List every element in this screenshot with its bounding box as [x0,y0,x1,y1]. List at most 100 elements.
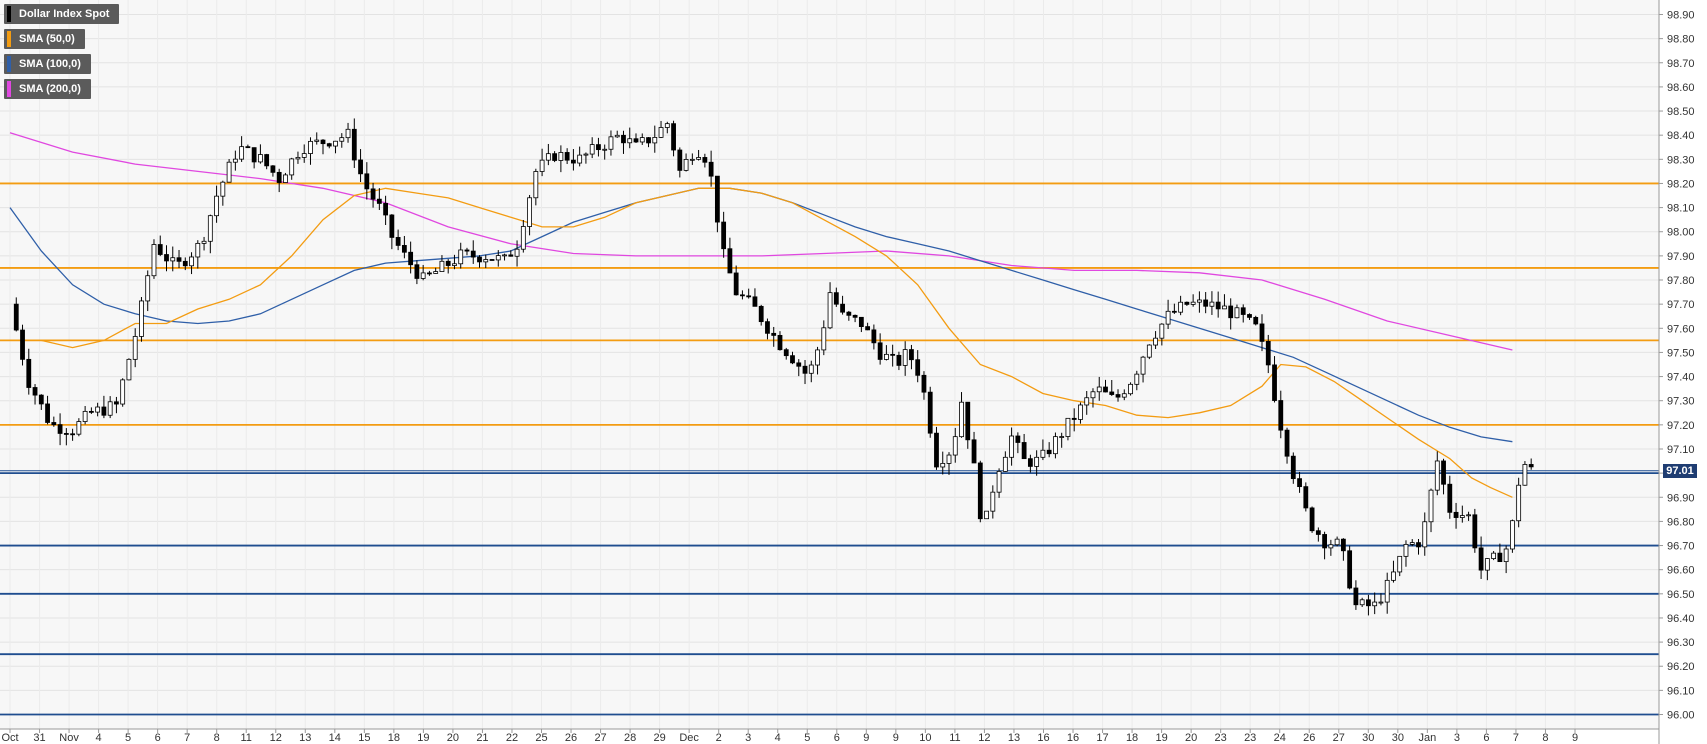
candle-down [477,256,482,263]
candle-up [439,260,445,272]
time-tick-label: 13 [299,732,311,744]
candle-down [51,422,57,426]
legend-price-label: Dollar Index Spot [19,8,110,20]
candle-up [821,327,827,351]
candle-down [13,303,19,331]
candle-up [314,139,320,142]
candle-down [708,161,714,177]
legend-sma50[interactable]: SMA (50,0) [4,29,85,49]
legend-price[interactable]: Dollar Index Spot [4,4,120,24]
candle-up [589,144,595,155]
candle-down [251,147,257,163]
time-tick-label: 9 [893,732,899,744]
candle-up [1234,307,1240,319]
candle-up [1034,456,1040,467]
time-tick-label: 31 [33,732,45,744]
candle-up [952,436,958,456]
candle-up [151,244,157,277]
candle-down [264,154,270,167]
candle-up [1165,310,1171,325]
candle-down [865,326,871,331]
time-tick-label: 17 [1096,732,1108,744]
candle-down [176,257,182,262]
plot-background [0,0,1659,729]
sma50-line [10,187,1513,498]
candle-down [1303,486,1309,509]
price-tick-label: 98.60 [1667,82,1695,94]
candle-down [1309,507,1315,532]
time-tick-label: 11 [241,732,252,744]
candle-down [802,365,808,374]
legend-sma200[interactable]: SMA (200,0) [4,79,91,99]
candle-down [364,173,370,190]
candle-down [840,303,845,313]
price-tick-label: 96.60 [1667,565,1695,577]
candle-down [1284,429,1290,457]
candle-up [558,152,564,161]
candle-up [195,242,201,258]
price-tick-label: 97.60 [1667,323,1695,335]
candle-up [990,491,996,512]
time-tick-label: 6 [155,732,161,744]
candle-down [890,353,896,356]
candle-up [1503,548,1509,563]
candle-down [965,401,971,441]
candle-up [289,158,295,176]
candle-down [733,272,739,296]
candle-up [1197,299,1202,303]
candle-up [527,197,532,227]
time-tick-label: 20 [1185,732,1197,744]
candle-down [508,254,514,257]
candle-up [1328,544,1334,549]
candle-up [433,271,439,274]
candle-down [326,143,332,147]
time-tick-label: 24 [1274,732,1286,744]
candle-down [1115,394,1121,398]
time-tick-label: 7 [1513,732,1519,744]
candle-down [1528,464,1534,468]
candle-down [727,248,733,274]
sma200-line [9,132,1513,351]
time-tick-label: 3 [1454,732,1460,744]
price-tick-label: 97.90 [1667,251,1695,263]
price-tick-label: 96.50 [1667,589,1695,601]
candle-down [758,305,764,323]
candle-up [201,240,207,244]
candle-down [833,292,839,305]
candle-up [658,127,664,138]
candle-down [1472,514,1478,549]
price-tick-label: 97.20 [1667,420,1695,432]
candle-down [26,358,32,388]
horizontal-levels [0,182,1659,716]
time-tick-label: 16 [1037,732,1049,744]
candle-up [145,275,151,302]
time-tick-label: 13 [1008,732,1020,744]
candle-up [1378,601,1384,604]
time-tick-label: 18 [1126,732,1138,744]
price-tick-label: 97.40 [1667,372,1695,384]
time-tick-label: 26 [1303,732,1315,744]
candle-up [902,349,908,366]
price-tick-label: 96.70 [1667,541,1695,553]
time-tick-label: Oct [1,732,18,744]
candle-down [783,349,789,357]
candle-up [614,134,620,138]
candle-down [1497,552,1503,563]
candle-up [139,300,144,337]
candle-down [1184,301,1190,305]
time-tick-label: 25 [535,732,547,744]
time-tick-label: 20 [447,732,459,744]
legend-sma100[interactable]: SMA (100,0) [4,54,91,74]
price-tick-label: 98.70 [1667,58,1695,70]
candle-down [1240,307,1246,315]
time-tick-label: 22 [506,732,518,744]
candle-up [1359,599,1365,606]
candle-down [1109,391,1115,395]
legend-sma100-swatch [7,56,11,72]
candle-down [564,152,570,161]
candle-up [1391,571,1396,581]
candle-down [470,250,476,258]
candle-up [1510,520,1515,550]
candle-up [207,215,213,242]
candle-down [88,410,94,413]
